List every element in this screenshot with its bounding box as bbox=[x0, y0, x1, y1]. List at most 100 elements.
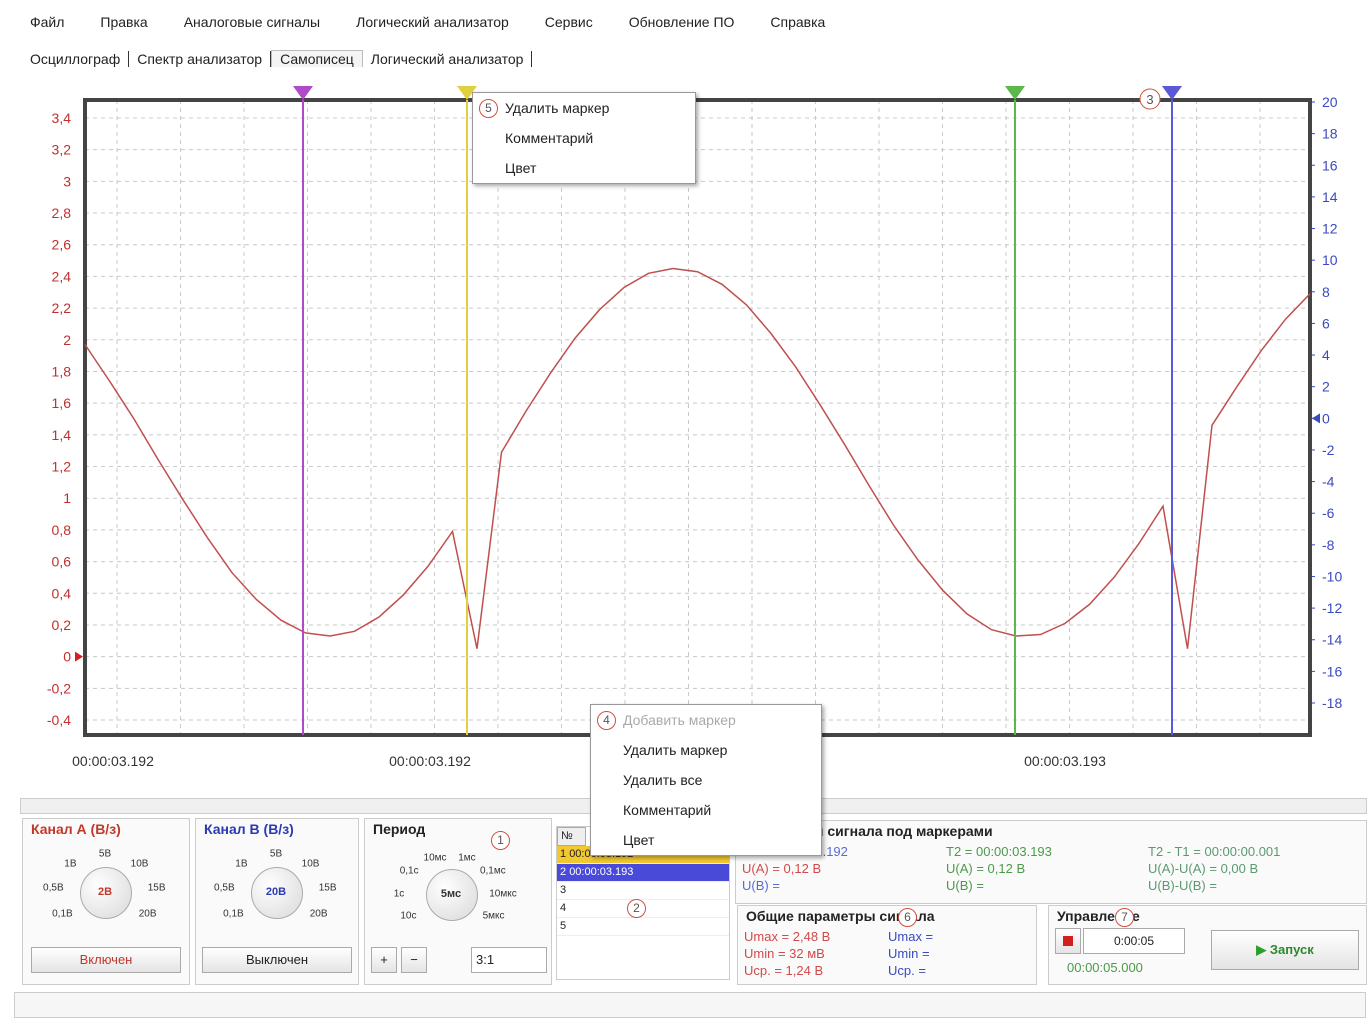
marker-context-menu: 5 Удалить маркер Комментарий Цвет bbox=[472, 92, 696, 184]
menu-item[interactable]: Цвет bbox=[623, 832, 655, 848]
dial-label: 10мс bbox=[423, 852, 447, 864]
menu-item[interactable]: Файл bbox=[30, 14, 65, 30]
zoom-out-button[interactable]: − bbox=[401, 947, 427, 973]
menu-item[interactable]: Сервис bbox=[544, 14, 593, 30]
dial-label: 1В bbox=[235, 858, 248, 870]
dial-label: 5В bbox=[98, 848, 112, 860]
channel-a-panel: Канал А (В/з) 0,1В 0,5В 1В 5В 10В 15В 20В 2В Вк… bbox=[22, 818, 190, 985]
dial-label: 5мкс bbox=[482, 910, 505, 922]
dial-label: 1мс bbox=[458, 852, 476, 864]
plot-context-menu: 4 Добавить маркер Удалить маркер Удалить… bbox=[590, 704, 822, 856]
callout-circle bbox=[1139, 88, 1161, 110]
y2-tick-label: 12 bbox=[1322, 221, 1338, 237]
channel-button[interactable]: Выключен bbox=[202, 947, 352, 973]
row-number: 3 bbox=[560, 884, 567, 896]
callout-badge: 7 bbox=[1115, 908, 1134, 927]
menu-item[interactable]: Логический анализатор bbox=[356, 14, 509, 30]
tab[interactable]: Осциллограф bbox=[22, 50, 130, 67]
duration-spinner[interactable]: 0:00:05 bbox=[1083, 928, 1185, 954]
marker-handle bbox=[1005, 86, 1025, 100]
y-tick-label: 1 bbox=[63, 490, 71, 506]
panel-title: Период bbox=[373, 821, 426, 837]
y-tick-label: 2,2 bbox=[52, 300, 72, 316]
y-tick-label: 2 bbox=[63, 332, 71, 348]
stop-button[interactable] bbox=[1055, 928, 1081, 954]
dial-value: 20В bbox=[265, 886, 287, 898]
dial-label: 0,1с bbox=[399, 865, 419, 877]
y-tick-label: 3,4 bbox=[52, 110, 72, 126]
y2-tick-label: 10 bbox=[1322, 252, 1338, 268]
y2-tick-label: 2 bbox=[1322, 379, 1330, 395]
dial-label: 0,1В bbox=[223, 908, 244, 920]
callout-badge: 2 bbox=[627, 899, 646, 918]
menu-item[interactable]: Комментарий bbox=[505, 130, 594, 146]
y2-tick-label: 8 bbox=[1322, 284, 1330, 300]
knob[interactable] bbox=[80, 867, 132, 919]
param: Ucp. = bbox=[888, 963, 926, 978]
param: T2 = 00:00:03.193 bbox=[946, 844, 1052, 859]
control-panel: Управление 7 0:00:05 00:00:05.000 ▶ Запу… bbox=[1048, 905, 1367, 985]
tab[interactable]: Самописец bbox=[271, 50, 363, 67]
param: Umax = bbox=[888, 929, 934, 944]
row-number: 5 bbox=[560, 920, 567, 932]
y-tick-label: 2,8 bbox=[52, 205, 72, 221]
param: U(B)-U(B) = bbox=[1148, 878, 1217, 893]
dial-label: 10В bbox=[130, 858, 149, 870]
plot-frame bbox=[83, 98, 1312, 737]
menu-item[interactable]: Удалить все bbox=[623, 772, 703, 788]
param: Umin = 32 мВ bbox=[744, 946, 825, 961]
y2-tick-label: 16 bbox=[1322, 157, 1338, 173]
callout-badge: 1 bbox=[491, 831, 510, 850]
menu-item[interactable]: Комментарий bbox=[623, 802, 712, 818]
param: T2 - T1 = 00:00:00.001 bbox=[1148, 844, 1281, 859]
dial-label: 20В bbox=[309, 908, 328, 920]
param: U(B) = bbox=[946, 878, 984, 893]
dial-label: 15В bbox=[147, 882, 166, 894]
y-tick-label: -0,4 bbox=[47, 712, 71, 728]
param-column: Umax = Umin = Ucp. = bbox=[888, 928, 933, 979]
list-row[interactable]: 4 bbox=[557, 900, 729, 918]
menu-item[interactable]: Справка bbox=[770, 14, 826, 30]
y-tick-label: 1,6 bbox=[52, 395, 72, 411]
panel-title: Канал B (В/з) bbox=[204, 821, 294, 837]
y2-tick-label: 4 bbox=[1322, 347, 1330, 363]
menu-item[interactable]: Обновление ПО bbox=[628, 14, 735, 30]
ratio-select[interactable]: 3:1 bbox=[471, 947, 547, 973]
dial-value: 2В bbox=[97, 886, 113, 898]
dial-label: 5В bbox=[269, 848, 283, 860]
start-label: Запуск bbox=[1269, 942, 1314, 957]
start-button[interactable]: ▶ Запуск bbox=[1211, 930, 1359, 970]
y-tick-label: 1,4 bbox=[52, 427, 72, 443]
row-number: 2 bbox=[560, 866, 567, 878]
knob[interactable] bbox=[426, 869, 478, 921]
dial[interactable]: 0,1В 0,5В 1В 5В 10В 15В 20В 2В bbox=[41, 843, 171, 938]
list-row[interactable]: 5 bbox=[557, 918, 729, 936]
general-params-panel: Общие параметры сигнала 6 Umax = 2,48 В … bbox=[737, 905, 1037, 985]
y-tick-label: 1,8 bbox=[52, 363, 72, 379]
row-number: 1 bbox=[560, 848, 567, 860]
time-label: 00:00:03.192 bbox=[72, 753, 154, 769]
tab[interactable]: Логический анализатор bbox=[363, 50, 533, 67]
knob[interactable] bbox=[251, 867, 303, 919]
y-tick-label: 2,4 bbox=[52, 268, 72, 284]
dial-label: 10с bbox=[400, 910, 417, 922]
dial[interactable]: 10с 1с 0,1с 10мс 1мс 0,1мс 10мкс 5мкс 5мс bbox=[387, 845, 517, 940]
list-row[interactable]: 3 bbox=[557, 882, 729, 900]
list-row[interactable]: 2 00:00:03.193 bbox=[557, 864, 729, 882]
zoom-in-button[interactable]: + bbox=[371, 947, 397, 973]
y2-tick-label: 6 bbox=[1322, 315, 1330, 331]
channel-button[interactable]: Включен bbox=[31, 947, 181, 973]
y2-tick-label: -10 bbox=[1322, 568, 1342, 584]
menu-item[interactable]: Цвет bbox=[505, 160, 537, 176]
menu-item[interactable]: Удалить маркер bbox=[623, 742, 728, 758]
param: Umax = 2,48 В bbox=[744, 929, 831, 944]
menu-item[interactable]: Аналоговые сигналы bbox=[183, 14, 321, 30]
y-tick-label: 0,2 bbox=[52, 617, 72, 633]
param: U(A) = 0,12 В bbox=[742, 861, 822, 876]
menu-item[interactable]: Удалить маркер bbox=[505, 100, 610, 116]
dial-label: 1В bbox=[64, 858, 77, 870]
dial[interactable]: 0,1В 0,5В 1В 5В 10В 15В 20В 20В bbox=[212, 843, 342, 938]
menu-item[interactable]: Правка bbox=[100, 14, 148, 30]
marker-handle bbox=[1162, 86, 1182, 100]
tab[interactable]: Спектр анализатор bbox=[129, 50, 272, 67]
